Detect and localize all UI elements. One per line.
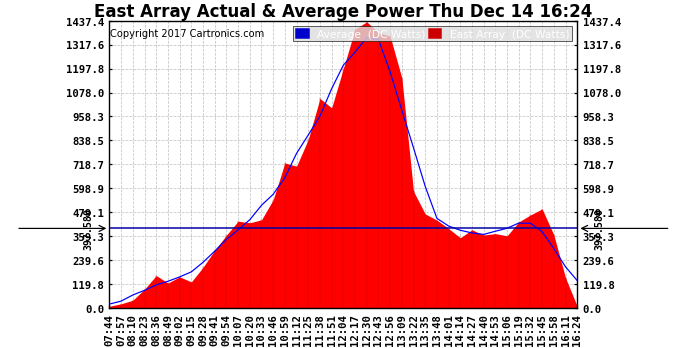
Text: 397.580: 397.580 [83,208,93,250]
Title: East Array Actual & Average Power Thu Dec 14 16:24: East Array Actual & Average Power Thu De… [94,3,592,21]
Text: Copyright 2017 Cartronics.com: Copyright 2017 Cartronics.com [110,29,264,39]
Legend: Average  (DC Watts), East Array  (DC Watts): Average (DC Watts), East Array (DC Watts… [293,27,571,42]
Text: 397.580: 397.580 [594,208,604,250]
